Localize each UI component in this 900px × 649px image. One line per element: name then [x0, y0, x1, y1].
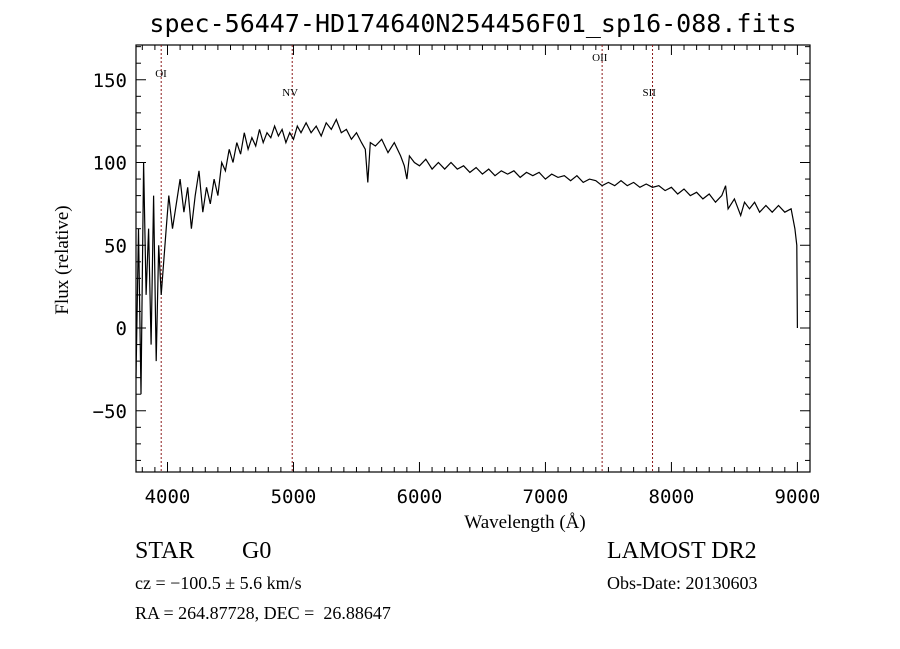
x-tick-label: 8000 [649, 486, 695, 508]
redshift-text: cz = −100.5 ± 5.6 km/s [135, 573, 302, 593]
x-tick-label: 5000 [271, 486, 317, 508]
object-class: STAR [135, 538, 195, 564]
x-axis-label: Wavelength (Å) [464, 512, 585, 533]
x-tick-label: 6000 [397, 486, 443, 508]
line-marker-label: SII [643, 87, 657, 99]
x-tick-label: 4000 [145, 486, 191, 508]
line-marker-label: NV [282, 87, 298, 99]
y-tick-label: 0 [116, 318, 127, 340]
y-tick-label: 150 [93, 70, 127, 92]
y-tick-label: 100 [93, 153, 127, 175]
y-axis-label: Flux (relative) [52, 205, 73, 314]
spectrum-line [135, 118, 799, 395]
x-tick-label: 9000 [775, 486, 821, 508]
subclass: G0 [242, 538, 272, 564]
y-tick-label: −50 [93, 401, 127, 423]
obs-date: Obs-Date: 20130603 [607, 573, 758, 593]
line-marker-label: OI [155, 68, 167, 80]
chart-title: spec-56447-HD174640N254456F01_sp16-088.f… [149, 9, 796, 38]
plot-frame [135, 44, 811, 473]
y-tick-label: 50 [104, 235, 127, 257]
x-tick-label: 7000 [523, 486, 569, 508]
line-marker-label: OII [592, 52, 608, 64]
survey-label: LAMOST DR2 [607, 538, 757, 564]
coordinates: RA = 264.87728, DEC = 26.88647 [135, 603, 391, 623]
